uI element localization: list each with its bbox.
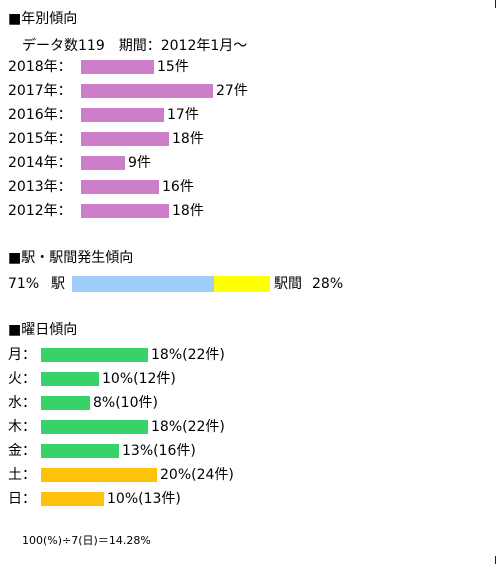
year-row: 2016年： 17件: [8, 104, 488, 126]
weekday-bar: [41, 396, 90, 410]
year-row: 2017年： 27件: [8, 80, 488, 102]
yearly-subtitle: データ数119 期間：2012年1月～: [22, 38, 248, 54]
weekday-row-label: 水：: [8, 395, 36, 411]
year-row-label: 2012年：: [8, 203, 72, 219]
year-row: 2013年： 16件: [8, 176, 488, 198]
year-value-label: 15件: [157, 59, 189, 75]
weekday-row-label: 日：: [8, 491, 36, 507]
year-bar: [81, 204, 169, 218]
weekday-row: 日： 10%(13件): [8, 488, 488, 510]
year-row: 2015年： 18件: [8, 128, 488, 150]
weekday-bar: [41, 468, 157, 482]
footnote: 100(%)÷7(日)＝14.28%: [22, 534, 151, 547]
weekday-value-label: 18%(22件): [151, 347, 225, 363]
year-value-label: 17件: [167, 107, 199, 123]
weekday-bar: [41, 420, 148, 434]
year-value-label: 18件: [172, 131, 204, 147]
year-row-label: 2013年：: [8, 179, 72, 195]
weekday-bar: [41, 372, 99, 386]
weekday-bar: [41, 444, 119, 458]
between-station-segment: [214, 276, 270, 292]
weekday-value-label: 20%(24件): [160, 467, 234, 483]
year-row-label: 2018年：: [8, 59, 72, 75]
year-value-label: 27件: [216, 83, 248, 99]
station-ratio-bar: 71% 駅 駅間 28%: [8, 273, 488, 295]
year-row-label: 2016年：: [8, 107, 72, 123]
weekday-row-label: 月：: [8, 347, 36, 363]
weekday-row-label: 火：: [8, 371, 36, 387]
station-right-label: 駅間: [274, 276, 302, 292]
edge-marker-top: [495, 0, 496, 8]
year-row: 2014年： 9件: [8, 152, 488, 174]
weekday-row: 火： 10%(12件): [8, 368, 488, 390]
station-left-pct: 71%: [8, 276, 40, 292]
weekday-bar: [41, 348, 148, 362]
year-bar: [81, 180, 159, 194]
station-segment: [72, 276, 214, 292]
year-value-label: 18件: [172, 203, 204, 219]
year-bar: [81, 156, 125, 170]
weekday-row: 金： 13%(16件): [8, 440, 488, 462]
weekday-row: 土： 20%(24件): [8, 464, 488, 486]
weekday-row: 月： 18%(22件): [8, 344, 488, 366]
weekday-row: 木： 18%(22件): [8, 416, 488, 438]
weekday-heading: ■曜日傾向: [8, 322, 78, 338]
year-value-label: 9件: [128, 155, 151, 171]
weekday-row: 水： 8%(10件): [8, 392, 488, 414]
station-left-label: 駅: [51, 276, 65, 292]
year-row-label: 2014年：: [8, 155, 72, 171]
weekday-value-label: 10%(13件): [107, 491, 181, 507]
edge-marker-bottom: [495, 556, 496, 564]
weekday-bar: [41, 492, 104, 506]
year-bar: [81, 60, 154, 74]
weekday-value-label: 10%(12件): [102, 371, 176, 387]
yearly-heading: ■年別傾向: [8, 11, 78, 27]
weekday-value-label: 18%(22件): [151, 419, 225, 435]
year-value-label: 16件: [162, 179, 194, 195]
year-bar: [81, 84, 213, 98]
weekday-row-label: 木：: [8, 419, 36, 435]
year-row: 2018年： 15件: [8, 56, 488, 78]
year-bar: [81, 108, 164, 122]
year-row-label: 2017年：: [8, 83, 72, 99]
year-row: 2012年： 18件: [8, 200, 488, 222]
station-right-pct: 28%: [312, 276, 344, 292]
year-row-label: 2015年：: [8, 131, 72, 147]
station-heading: ■駅・駅間発生傾向: [8, 250, 134, 266]
year-bar: [81, 132, 169, 146]
weekday-value-label: 13%(16件): [122, 443, 196, 459]
weekday-row-label: 金：: [8, 443, 36, 459]
weekday-value-label: 8%(10件): [93, 395, 158, 411]
weekday-row-label: 土：: [8, 467, 36, 483]
